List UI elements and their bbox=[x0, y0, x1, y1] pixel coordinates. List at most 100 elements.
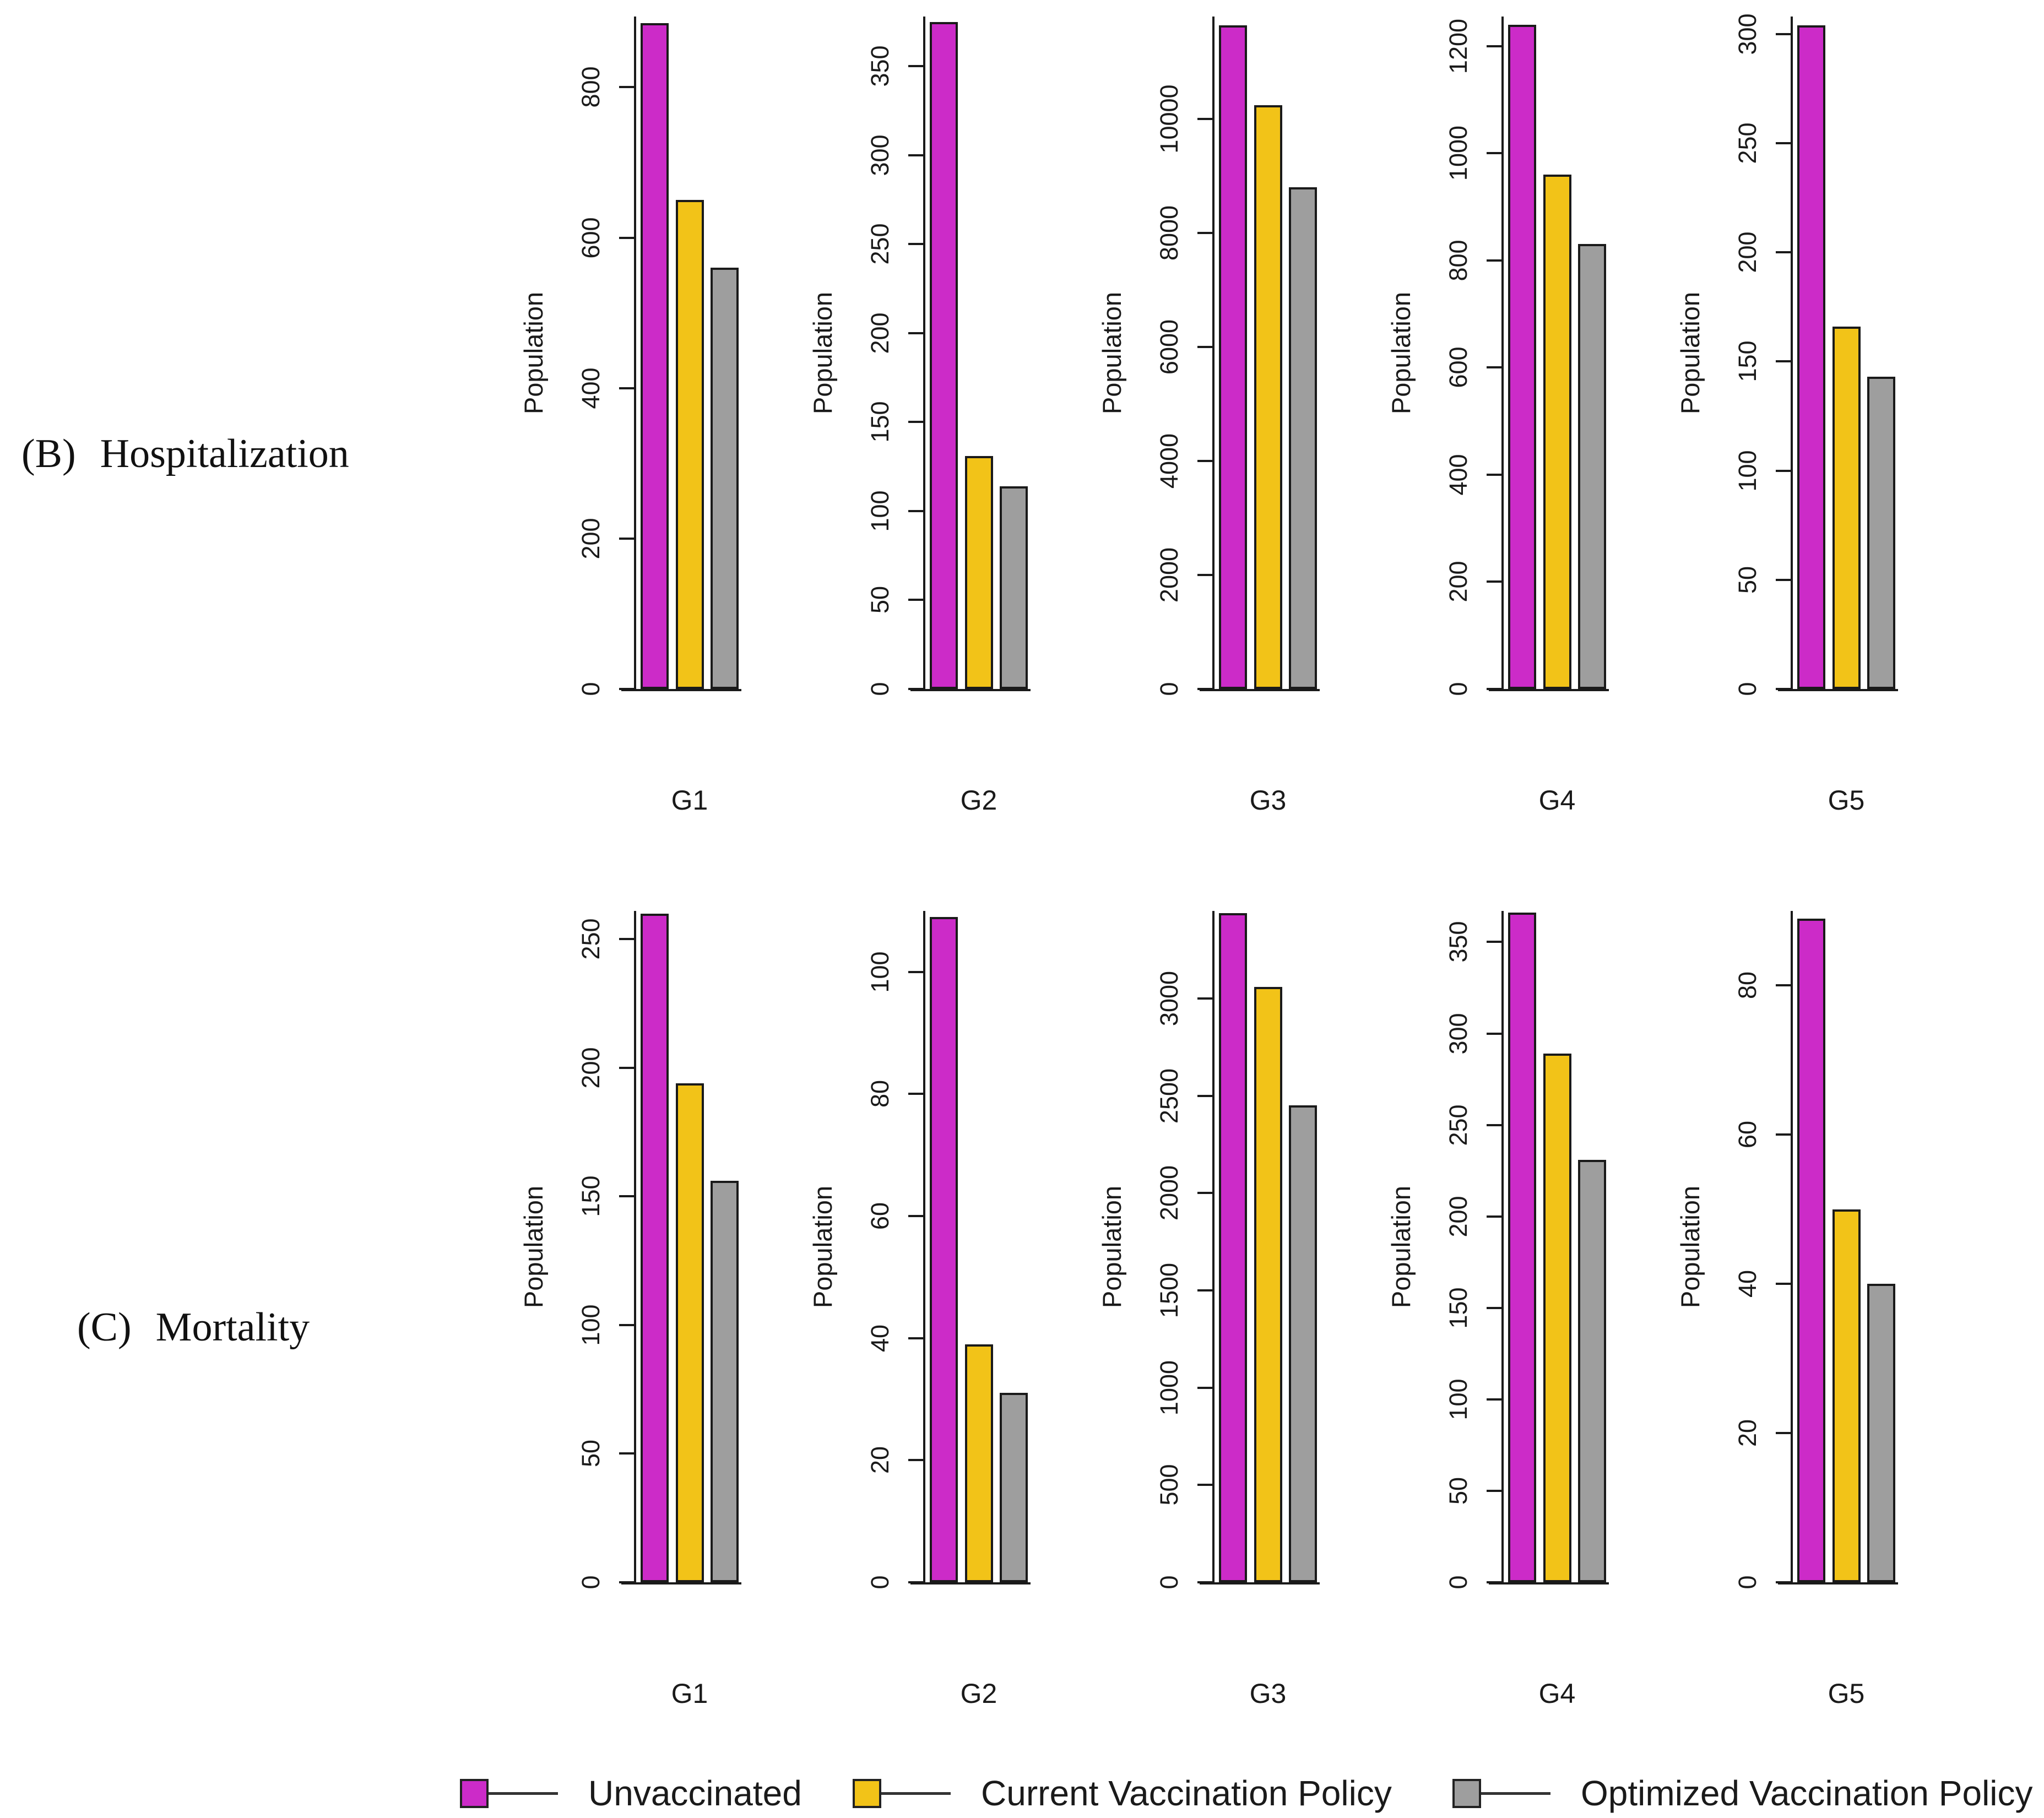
x-category-label: G4 bbox=[1538, 785, 1576, 816]
y-tick-label: 0 bbox=[577, 1575, 605, 1589]
y-axis-line bbox=[1212, 911, 1215, 1584]
bar-current-vaccination-policy bbox=[1543, 1054, 1571, 1582]
y-tick bbox=[908, 1215, 923, 1218]
y-tick bbox=[1197, 688, 1212, 690]
y-tick bbox=[908, 1093, 923, 1095]
bar-current-vaccination-policy bbox=[676, 1083, 704, 1582]
y-tick bbox=[1776, 32, 1791, 35]
bar-current-vaccination-policy bbox=[1254, 105, 1282, 689]
y-tick bbox=[619, 688, 634, 690]
y-tick-label: 600 bbox=[577, 216, 605, 259]
y-tick-label: 150 bbox=[577, 1175, 605, 1217]
y-tick-label: 400 bbox=[577, 367, 605, 409]
bar-unvaccinated bbox=[1797, 25, 1825, 689]
y-tick-label: 1200 bbox=[1444, 18, 1472, 74]
x-baseline bbox=[910, 1582, 1031, 1584]
y-tick-label: 20 bbox=[866, 1446, 894, 1474]
x-category-label: G4 bbox=[1538, 1678, 1576, 1709]
bar-optimized-vaccination-policy bbox=[1867, 1284, 1895, 1582]
y-tick bbox=[1776, 688, 1791, 690]
y-tick-label: 10000 bbox=[1155, 84, 1183, 154]
y-tick bbox=[1487, 1581, 1501, 1583]
bar-current-vaccination-policy bbox=[1832, 1209, 1861, 1582]
y-tick bbox=[1776, 1432, 1791, 1435]
y-tick bbox=[1487, 580, 1501, 583]
y-axis-title: Population bbox=[807, 291, 837, 414]
y-tick bbox=[1197, 1484, 1212, 1486]
bar-optimized-vaccination-policy bbox=[711, 268, 739, 689]
y-axis-line bbox=[1791, 911, 1793, 1584]
bar-unvaccinated bbox=[1508, 913, 1536, 1582]
y-tick bbox=[908, 421, 923, 424]
y-tick bbox=[1487, 688, 1501, 690]
y-tick bbox=[1776, 251, 1791, 254]
y-tick-label: 350 bbox=[866, 45, 894, 87]
y-tick bbox=[1487, 1215, 1501, 1218]
y-tick bbox=[908, 332, 923, 334]
y-axis-title: Population bbox=[1675, 1185, 1705, 1308]
bar-current-vaccination-policy bbox=[676, 200, 704, 689]
y-tick bbox=[908, 1337, 923, 1339]
y-tick bbox=[1487, 1489, 1501, 1492]
y-tick bbox=[619, 537, 634, 540]
x-category-label: G5 bbox=[1828, 785, 1865, 816]
y-axis-title: Population bbox=[1386, 291, 1416, 414]
y-tick bbox=[619, 938, 634, 941]
y-tick bbox=[1487, 941, 1501, 943]
bar-unvaccinated bbox=[1797, 918, 1825, 1582]
x-baseline bbox=[1200, 689, 1320, 691]
bar-optimized-vaccination-policy bbox=[1289, 1105, 1317, 1582]
x-category-label: G2 bbox=[960, 1678, 997, 1709]
bar-unvaccinated bbox=[1508, 24, 1536, 689]
y-tick bbox=[619, 86, 634, 89]
bar-optimized-vaccination-policy bbox=[1289, 187, 1317, 689]
y-tick bbox=[1197, 997, 1212, 1000]
y-axis-line bbox=[634, 17, 636, 691]
y-tick bbox=[908, 65, 923, 68]
x-baseline bbox=[621, 1582, 741, 1584]
y-tick bbox=[1197, 346, 1212, 349]
y-tick bbox=[619, 1066, 634, 1069]
bar-unvaccinated bbox=[641, 23, 669, 689]
y-axis-line bbox=[1501, 911, 1504, 1584]
y-tick bbox=[908, 154, 923, 156]
y-tick bbox=[908, 599, 923, 601]
y-axis-line bbox=[1791, 17, 1793, 691]
y-tick bbox=[1487, 45, 1501, 47]
y-axis-line bbox=[1501, 17, 1504, 691]
y-tick bbox=[908, 688, 923, 690]
y-tick bbox=[1197, 1581, 1212, 1583]
bar-current-vaccination-policy bbox=[965, 1344, 993, 1582]
bar-unvaccinated bbox=[930, 21, 958, 689]
y-tick-label: 0 bbox=[577, 682, 605, 696]
bar-current-vaccination-policy bbox=[1832, 326, 1861, 689]
x-category-label: G1 bbox=[671, 1678, 708, 1709]
y-tick bbox=[1487, 1032, 1501, 1035]
bar-unvaccinated bbox=[641, 913, 669, 1582]
y-axis-title: Population bbox=[1097, 1185, 1126, 1308]
y-tick-label: 0 bbox=[1733, 1575, 1761, 1589]
legend-label-unvaccinated: Unvaccinated bbox=[588, 1773, 802, 1813]
x-baseline bbox=[621, 689, 741, 691]
y-tick-label: 3000 bbox=[1155, 970, 1183, 1027]
y-tick-label: 40 bbox=[866, 1324, 894, 1352]
y-tick bbox=[1776, 469, 1791, 472]
y-tick bbox=[908, 1459, 923, 1462]
y-tick bbox=[619, 1323, 634, 1326]
panel-title-hospitalization: Hospitalization bbox=[100, 431, 349, 476]
y-tick bbox=[1776, 1581, 1791, 1583]
legend-line bbox=[1481, 1792, 1550, 1795]
y-tick bbox=[908, 243, 923, 246]
legend-line bbox=[881, 1792, 951, 1795]
legend-line bbox=[489, 1792, 558, 1795]
bar-optimized-vaccination-policy bbox=[1867, 377, 1895, 689]
y-axis-title: Population bbox=[807, 1185, 837, 1308]
y-tick-label: 350 bbox=[1444, 921, 1472, 963]
panel-title-mortality: Mortality bbox=[155, 1305, 310, 1350]
y-tick-label: 0 bbox=[866, 1575, 894, 1589]
y-tick bbox=[1487, 152, 1501, 155]
y-tick bbox=[1197, 1386, 1212, 1389]
bar-optimized-vaccination-policy bbox=[1000, 486, 1028, 689]
bar-unvaccinated bbox=[1219, 25, 1247, 689]
bar-current-vaccination-policy bbox=[1254, 986, 1282, 1582]
